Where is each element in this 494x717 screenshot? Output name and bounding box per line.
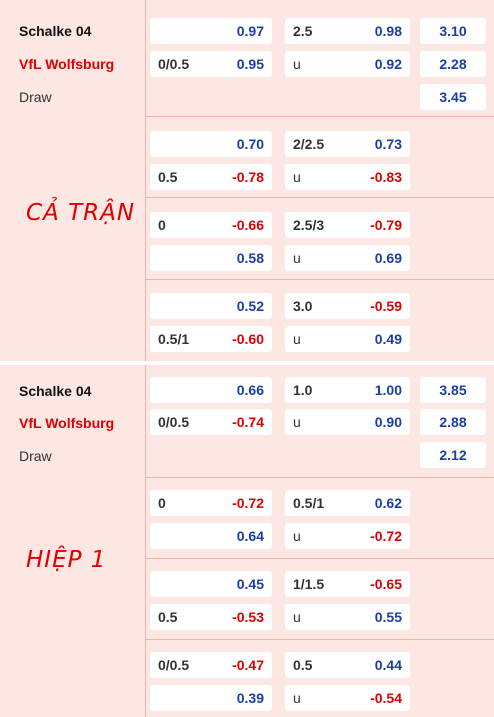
1x2-away-odds-cell[interactable]: 2.88 (420, 409, 486, 435)
1x2-away-odds-cell[interactable]: 2.28 (420, 51, 486, 77)
ah-home-odds-cell[interactable]: 0.66 (150, 377, 272, 403)
ah-away-odds-cell[interactable]: 0/0.5 -0.74 (150, 409, 272, 435)
row-divider (145, 558, 494, 559)
ah-home-odds-cell[interactable]: 0.97 (150, 18, 272, 44)
alt-ah-top-cell[interactable]: 0 -0.66 (150, 212, 272, 238)
alt-ou-bottom-cell[interactable]: u 0.69 (285, 245, 410, 271)
draw-label: Draw (19, 89, 52, 105)
column-divider (145, 365, 146, 717)
alt-ah-bottom-cell[interactable]: 0.5/1 -0.60 (150, 326, 272, 352)
alt-ou-top-cell[interactable]: 2/2.5 0.73 (285, 131, 410, 157)
row-divider (145, 279, 494, 280)
alt-ou-bottom-cell[interactable]: u 0.49 (285, 326, 410, 352)
alt-ou-bottom-cell[interactable]: u 0.55 (285, 604, 410, 630)
alt-ou-bottom-cell[interactable]: u -0.72 (285, 523, 410, 549)
1x2-home-odds-cell[interactable]: 3.85 (420, 377, 486, 403)
row-divider (145, 116, 494, 117)
column-divider (145, 0, 146, 361)
alt-ah-top-cell[interactable]: 0.70 (150, 131, 272, 157)
row-divider (145, 477, 494, 478)
alt-ou-top-cell[interactable]: 0.5/1 0.62 (285, 490, 410, 516)
alt-ou-top-cell[interactable]: 0.5 0.44 (285, 652, 410, 678)
draw-label: Draw (19, 448, 52, 464)
alt-ou-top-cell[interactable]: 3.0 -0.59 (285, 293, 410, 319)
alt-ou-top-cell[interactable]: 2.5/3 -0.79 (285, 212, 410, 238)
alt-ah-bottom-cell[interactable]: 0.39 (150, 685, 272, 711)
full-time-label: CẢ TRẬN (26, 200, 136, 226)
alt-ou-bottom-cell[interactable]: u -0.54 (285, 685, 410, 711)
full-time-odds-section: Schalke 04 VfL Wolfsburg Draw CẢ TRẬN 0.… (0, 0, 494, 361)
home-team-name: Schalke 04 (19, 383, 92, 399)
alt-ah-top-cell[interactable]: 0.52 (150, 293, 272, 319)
away-team-name: VfL Wolfsburg (19, 56, 115, 72)
away-team-name: VfL Wolfsburg (19, 415, 115, 431)
ou-over-odds-cell[interactable]: 2.5 0.98 (285, 18, 410, 44)
alt-ou-bottom-cell[interactable]: u -0.83 (285, 164, 410, 190)
alt-ah-bottom-cell[interactable]: 0.64 (150, 523, 272, 549)
alt-ou-top-cell[interactable]: 1/1.5 -0.65 (285, 571, 410, 597)
ou-over-odds-cell[interactable]: 1.0 1.00 (285, 377, 410, 403)
alt-ah-bottom-cell[interactable]: 0.5 -0.78 (150, 164, 272, 190)
first-half-odds-section: Schalke 04 VfL Wolfsburg Draw HIỆP 1 0.6… (0, 365, 494, 717)
first-half-label: HIỆP 1 (26, 547, 107, 573)
alt-ah-bottom-cell[interactable]: 0.5 -0.53 (150, 604, 272, 630)
alt-ah-top-cell[interactable]: 0.45 (150, 571, 272, 597)
ah-away-odds-cell[interactable]: 0/0.5 0.95 (150, 51, 272, 77)
alt-ah-top-cell[interactable]: 0 -0.72 (150, 490, 272, 516)
row-divider (145, 639, 494, 640)
row-divider (145, 197, 494, 198)
1x2-draw-odds-cell[interactable]: 3.45 (420, 84, 486, 110)
alt-ah-top-cell[interactable]: 0/0.5 -0.47 (150, 652, 272, 678)
1x2-draw-odds-cell[interactable]: 2.12 (420, 442, 486, 468)
home-team-name: Schalke 04 (19, 23, 92, 39)
alt-ah-bottom-cell[interactable]: 0.58 (150, 245, 272, 271)
1x2-home-odds-cell[interactable]: 3.10 (420, 18, 486, 44)
ou-under-odds-cell[interactable]: u 0.90 (285, 409, 410, 435)
ou-under-odds-cell[interactable]: u 0.92 (285, 51, 410, 77)
